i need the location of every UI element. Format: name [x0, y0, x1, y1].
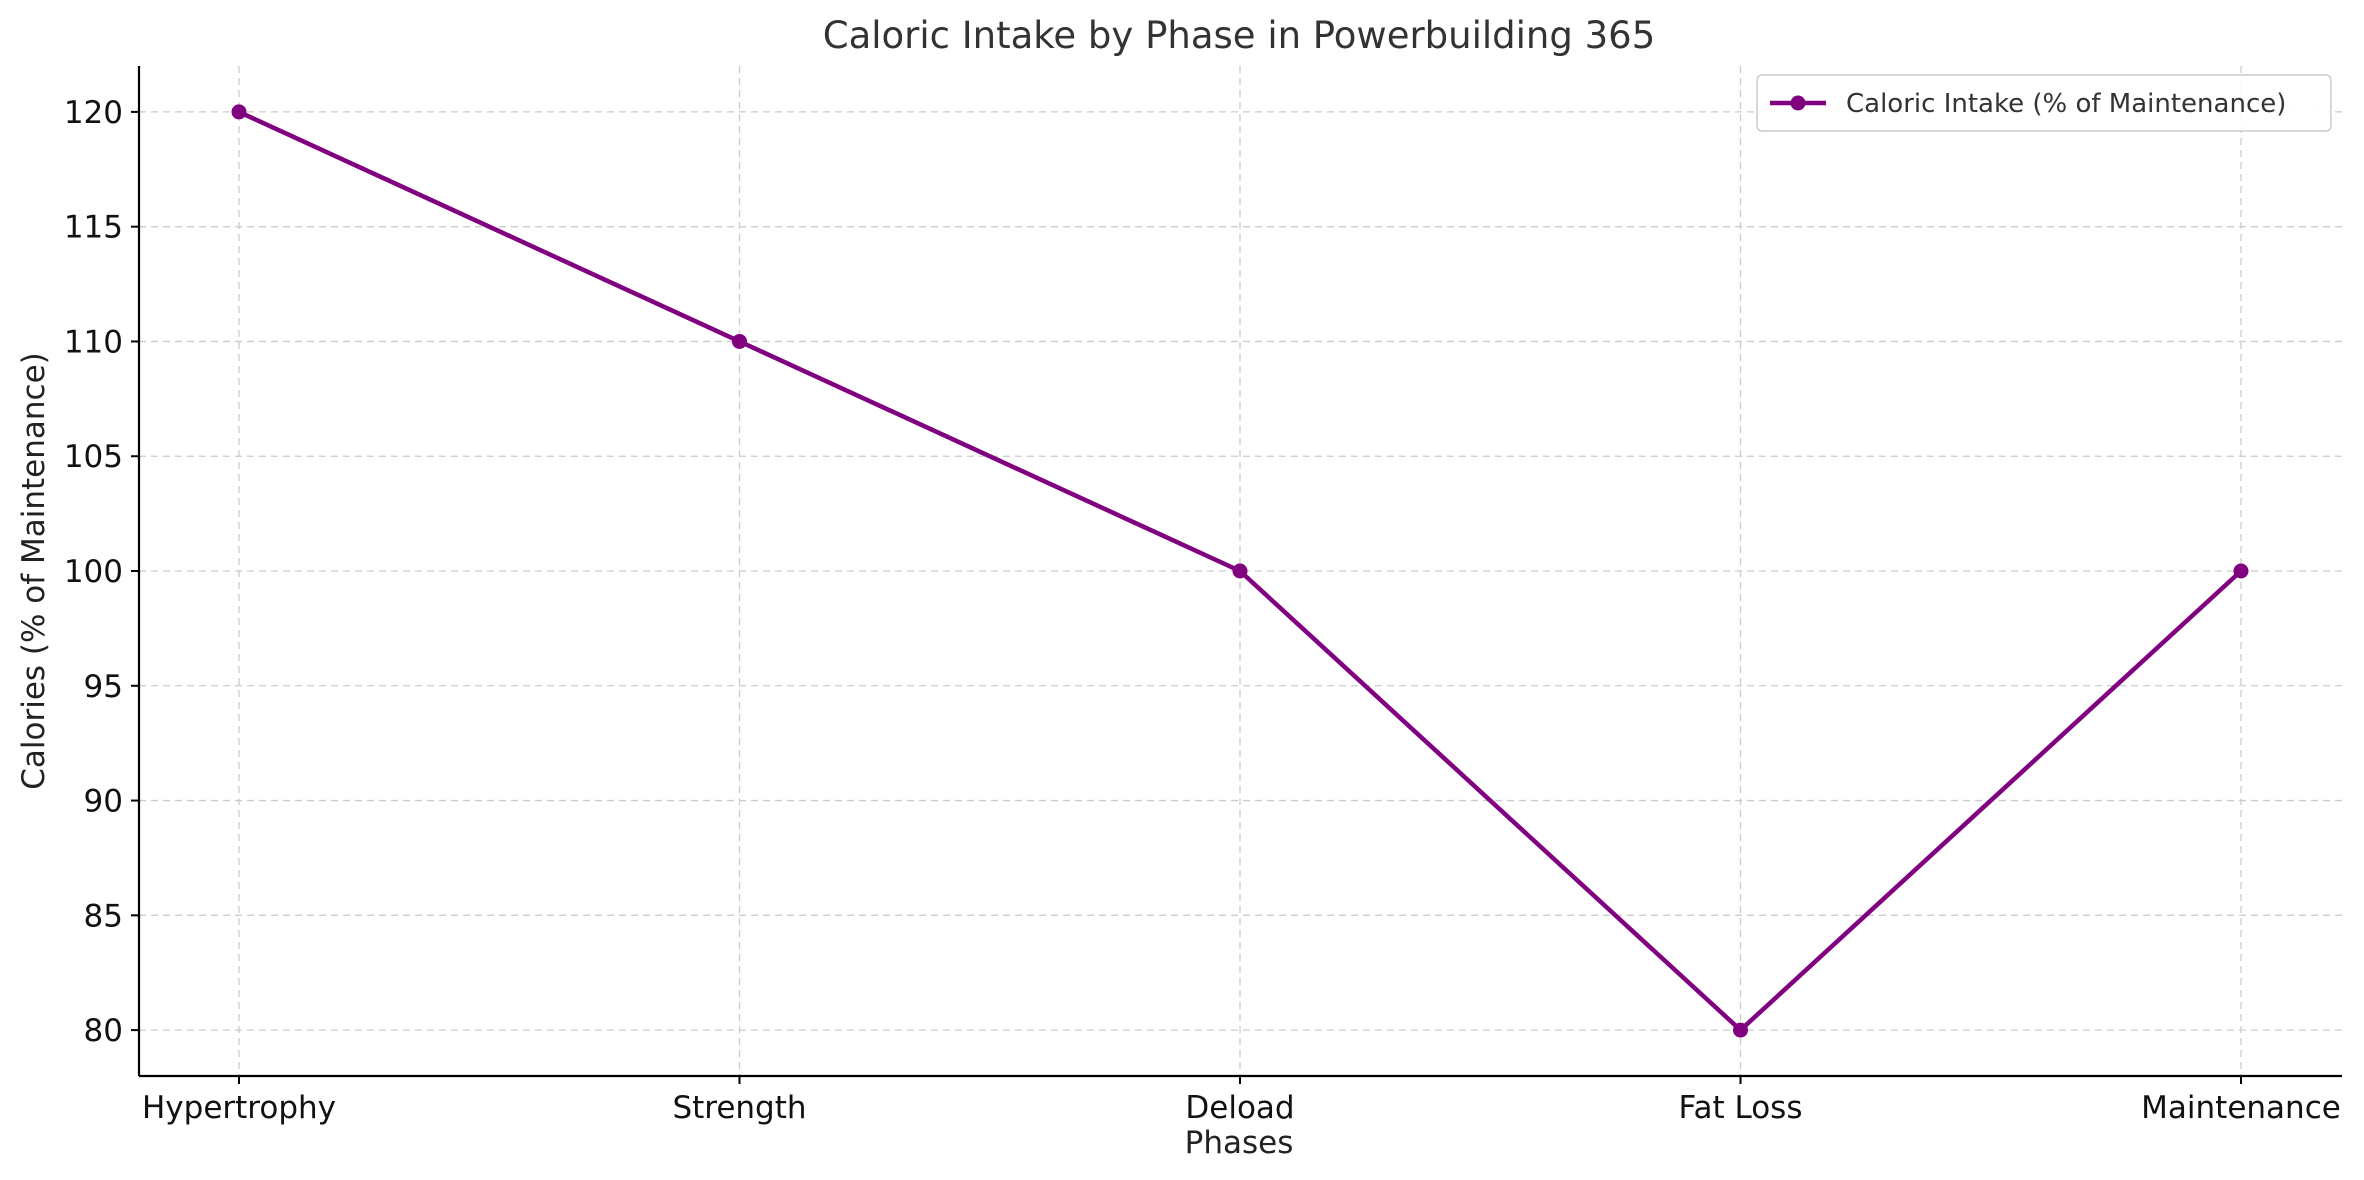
y-tick-label: 100	[64, 554, 123, 590]
y-tick-label: 110	[64, 324, 123, 360]
y-tick-label: 80	[84, 1013, 123, 1049]
data-point	[1733, 1022, 1748, 1038]
x-tick-label: Maintenance	[2141, 1090, 2341, 1126]
y-tick-label: 105	[64, 439, 123, 475]
y-tick-label: 115	[64, 210, 123, 246]
y-axis-ticks: 80 85 90 95 100 105 110 115 120	[64, 95, 139, 1049]
y-tick-label: 120	[64, 95, 123, 131]
y-tick-label: 85	[84, 898, 123, 934]
x-axis-ticks: Hypertrophy Strength Deload Fat Loss Mainten…	[142, 1076, 2341, 1126]
y-tick-label: 90	[84, 784, 123, 820]
series-layer	[231, 104, 2249, 1038]
data-point	[1232, 563, 1248, 579]
legend: Caloric Intake (% of Maintenance)	[1756, 74, 2332, 132]
x-tick-label: Hypertrophy	[142, 1090, 336, 1126]
x-tick-label: Fat Loss	[1679, 1090, 1803, 1126]
y-axis-label: Calories (% of Maintenance)	[16, 352, 52, 790]
chart-title: Caloric Intake by Phase in Powerbuilding…	[823, 14, 1656, 57]
data-point	[2233, 563, 2249, 579]
x-axis-label: Phases	[1185, 1125, 1294, 1161]
legend-label: Caloric Intake (% of Maintenance)	[1846, 89, 2286, 119]
y-tick-label: 95	[84, 669, 123, 705]
data-point	[231, 104, 247, 120]
legend-marker-swatch	[1790, 95, 1806, 111]
x-tick-label: Strength	[672, 1090, 806, 1126]
legend-box	[1756, 74, 2332, 132]
data-point	[732, 333, 747, 349]
x-tick-label: Deload	[1185, 1090, 1294, 1126]
